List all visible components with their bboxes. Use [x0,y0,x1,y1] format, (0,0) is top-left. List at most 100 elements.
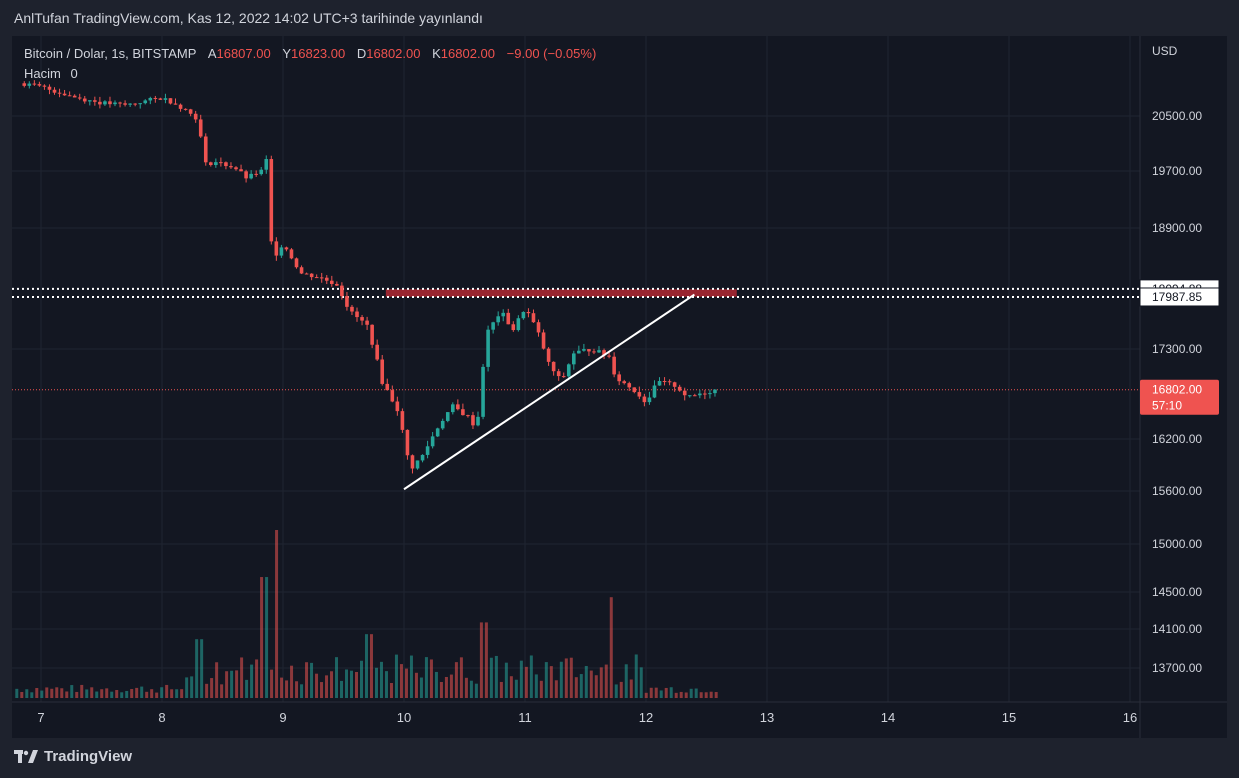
volume-bar [315,673,319,698]
volume-bar [589,670,593,698]
candle-body [435,428,440,437]
candle-body [551,361,556,372]
candle-body [516,318,521,331]
price-chart[interactable]: USD 20500.00 19700.00 18900.00 17300.00 16200… [12,36,1227,738]
volume-bar [354,671,358,698]
time-tick-label: 7 [37,710,44,725]
volume-bar [125,690,129,698]
candle-body [657,381,662,386]
candle-body [93,100,97,102]
candle-body [173,103,178,105]
price-tick-label: 14500.00 [1152,585,1202,599]
volume-bar [225,671,229,698]
volume-bar [359,660,363,698]
volume-bar [310,662,314,698]
price-tick-label: 15000.00 [1152,537,1202,551]
volume-bar [70,685,74,698]
candle-body [304,273,309,275]
volume-bar [330,671,334,698]
candle-body [637,392,642,397]
volume-bar [60,688,64,698]
candle-body [77,97,82,99]
volume-bar [699,692,703,698]
volume-bar [654,687,658,698]
candle-body [153,97,158,99]
volume-bar [619,681,623,698]
candle-body [299,267,304,274]
candle-body [239,169,243,172]
candle-body [577,350,581,354]
volume-bar [205,683,209,698]
chart-panel[interactable]: USD 20500.00 19700.00 18900.00 17300.00 16200… [12,36,1227,738]
candle-body [471,415,475,426]
volume-bar [105,688,109,698]
volume-bar [384,671,388,698]
volume-bar [714,692,718,698]
candle-body [501,312,506,317]
candle-body [642,396,647,403]
volume-bar [369,634,373,698]
volume-bar [80,684,84,698]
volume-bar [549,666,553,698]
candle-body [420,454,425,461]
volume-bar [579,674,583,698]
candle-body [476,416,480,426]
candle-body [602,350,606,356]
volume-bar [479,622,483,698]
symbol-name[interactable]: Bitcoin / Dolar, 1s, BITSTAMP [24,46,197,61]
candle-body [667,381,672,383]
volume-bar [35,688,39,698]
candle-body [27,83,32,86]
candle-body [289,249,294,259]
volume-bar [50,688,54,698]
low-label: D [356,46,367,61]
candle-body [693,395,697,397]
candle-body [72,95,77,98]
volume-bar [155,692,159,698]
candle-body [531,313,536,323]
time-tick-label: 16 [1123,710,1137,725]
candle-body [284,247,289,250]
candle-body [158,98,163,100]
volume-bar [614,684,618,698]
volume-bar [305,662,309,698]
volume-bar [100,689,104,698]
open-label: A [207,46,217,61]
volume-bar [429,659,433,698]
volume-bar [454,662,458,698]
candle-body [587,349,591,352]
volume-bar [404,668,408,698]
volume-bar [649,687,653,698]
volume-bar [499,681,503,698]
candle-body [274,241,279,256]
trendline[interactable] [403,293,695,491]
volume-bar [704,692,708,698]
current-price-text: 16802.00 [1152,383,1202,397]
volume-bar [115,690,119,698]
candle-body [632,387,637,393]
volume-label: Hacim [24,66,61,81]
volume-bar [564,658,568,698]
volume-bar [584,665,588,698]
candle-body [219,162,223,164]
candle-body [456,404,460,410]
candle-body [62,93,67,96]
candle-body [390,390,395,402]
volume-bar [120,692,124,698]
volume-bar [379,661,383,698]
tradingview-brand[interactable]: TradingView [14,748,132,765]
time-tick-label: 8 [158,710,165,725]
price-tick-label: 14100.00 [1152,622,1202,636]
candle-body [607,355,611,357]
high-label: Y [282,46,292,61]
volume-bar [504,662,508,698]
volume-bar [215,662,219,698]
volume-bar [449,674,453,698]
volume-bar [240,657,244,698]
candle-body [662,381,667,383]
candle-body [440,420,445,429]
candle-body [340,285,344,297]
candle-body [98,101,102,105]
price-tick-label: 16200.00 [1152,432,1202,446]
candle-body [214,162,218,166]
